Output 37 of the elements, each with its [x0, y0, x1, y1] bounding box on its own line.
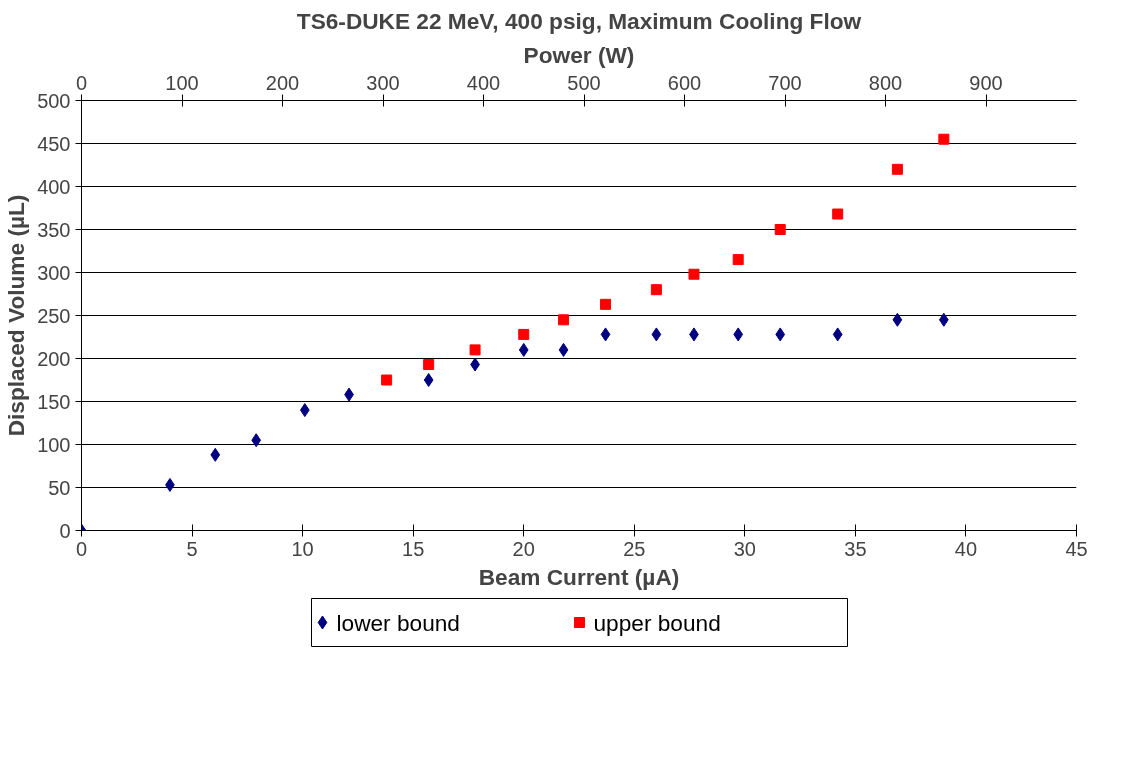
x-tick-label: 5 [186, 537, 198, 560]
x2-tick-label: 0 [75, 71, 88, 94]
x-tick-label: 45 [1065, 537, 1088, 560]
x2-tick-label: 800 [868, 71, 903, 94]
x2-tick-label: 700 [768, 71, 802, 94]
y-tick-label: 100 [37, 433, 71, 456]
legend-label: lower bound [336, 609, 460, 636]
y-tick-label: 400 [37, 175, 71, 198]
y-tick-label: 300 [37, 261, 71, 284]
x-tick-label: 10 [291, 537, 314, 560]
x-axis-title: Beam Current (µA) [478, 563, 680, 590]
x-tick-label: 15 [402, 537, 425, 560]
y-tick-label: 250 [37, 304, 71, 327]
x-tick-label: 35 [844, 537, 867, 560]
y-tick-label: 0 [59, 519, 71, 542]
x2-tick-label: 600 [667, 71, 702, 94]
x2-tick-label: 400 [466, 71, 501, 94]
x2-tick-label: 300 [366, 71, 400, 94]
x-tick-label: 20 [512, 537, 535, 560]
x2-tick-label: 500 [567, 71, 601, 94]
chart-title: TS6-DUKE 22 MeV, 400 psig, Maximum Cooling Flow [296, 7, 862, 34]
x2-axis-title: Power (W) [523, 41, 635, 68]
x2-tick-label: 200 [265, 71, 300, 94]
y-tick-label: 50 [48, 476, 71, 499]
y-tick-label: 450 [37, 132, 71, 155]
legend-label: upper bound [593, 609, 721, 636]
x-tick-label: 0 [75, 537, 88, 560]
y-tick-label: 350 [37, 218, 71, 241]
x-tick-label: 30 [733, 537, 756, 560]
x2-tick-label: 900 [969, 71, 1003, 94]
y-axis-title: Displaced Volume (µL) [3, 194, 30, 437]
x-tick-label: 40 [954, 537, 978, 560]
x2-tick-label: 100 [165, 71, 199, 94]
y-tick-label: 150 [37, 390, 71, 413]
y-tick-label: 200 [37, 347, 71, 370]
y-tick-label: 500 [37, 89, 71, 112]
x-tick-label: 25 [623, 537, 646, 560]
